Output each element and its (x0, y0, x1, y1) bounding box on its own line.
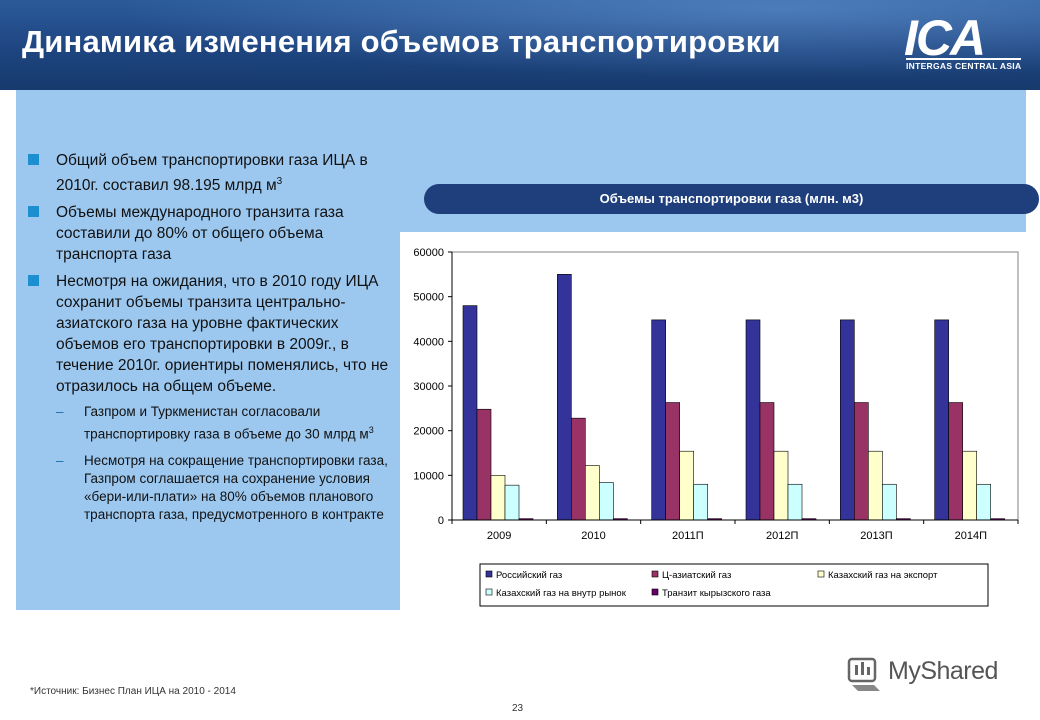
bar-chart: 0 10000 20000 30000 40000 50000 60000 2009 2010 2… (400, 232, 1026, 612)
legend-swatch (485, 588, 493, 596)
superscript: 3 (276, 176, 283, 187)
bar (854, 402, 869, 521)
legend-label: Российский газ (496, 570, 562, 581)
x-tick-label: 2014П (955, 530, 987, 542)
bar (868, 450, 883, 521)
bar (504, 484, 520, 521)
legend-swatch (485, 570, 493, 578)
bar (693, 483, 708, 521)
bar (599, 482, 614, 521)
bar (882, 483, 897, 521)
bar (787, 483, 803, 521)
page-number: 23 (512, 703, 524, 714)
bar (840, 319, 855, 521)
ica-logo: ICA INTERGAS CENTRAL ASIA (904, 10, 1022, 76)
bar (571, 417, 586, 521)
bullet-list: Общий объем транспортировки газа ИЦА в 2… (28, 150, 398, 532)
x-tick-label: 2011П (672, 530, 704, 542)
bar (934, 319, 949, 521)
watermark-text: MyShared (888, 657, 998, 685)
legend-label: Казахский газ на экспорт (828, 570, 938, 581)
bar (651, 319, 666, 521)
x-tick-label: 2009 (487, 530, 511, 542)
y-tick-label: 20000 (413, 426, 444, 438)
bar (462, 305, 478, 521)
watermark-icon (847, 657, 880, 691)
bullet-text: Общий объем транспортировки газа ИЦА в 2… (56, 152, 368, 195)
bar (976, 483, 991, 521)
chart-svg: 0 10000 20000 30000 40000 50000 60000 2009 2010 2… (400, 232, 1026, 612)
sub-bullet-text: Несмотря на сокращение транспортировки г… (84, 452, 388, 522)
source-footnote: *Источник: Бизнес План ИЦА на 2010 - 201… (30, 686, 236, 697)
logo-subtitle: INTERGAS CENTRAL ASIA (906, 58, 1022, 71)
dash-bullet: – (56, 404, 64, 420)
sub-bullet-item: – Газпром и Туркменистан согласовали тра… (28, 403, 398, 444)
legend-label: Казахский газ на внутр рынок (496, 588, 627, 599)
bar (962, 450, 977, 521)
myshared-watermark: MyShared (846, 655, 1016, 695)
square-bullet-icon (28, 275, 39, 287)
y-tick-label: 30000 (413, 381, 444, 393)
legend-swatch (651, 588, 659, 596)
y-tick-label: 0 (438, 515, 444, 527)
bar (476, 408, 492, 521)
legend-box (479, 563, 989, 607)
bar (557, 274, 572, 521)
x-tick-label: 2012П (766, 530, 798, 542)
legend-label: Транзит кырызского газа (662, 588, 771, 599)
bar (745, 319, 761, 521)
sub-bullet-text: Газпром и Туркменистан согласовали транс… (84, 404, 369, 442)
chart-heading-pill: Объемы транспортировки газа (млн. м3) (424, 184, 1039, 214)
legend-swatch (651, 570, 659, 578)
y-tick-label: 60000 (413, 247, 444, 259)
y-tick-label: 50000 (413, 292, 444, 304)
y-tick-label: 10000 (413, 470, 444, 482)
square-bullet-icon (28, 206, 39, 218)
bar (679, 450, 694, 521)
bar (773, 450, 789, 521)
legend-swatch (817, 570, 825, 578)
slide-title: Динамика изменения объемов транспортиров… (22, 24, 781, 59)
bullet-item: Объемы международного транзита газа сост… (28, 202, 398, 265)
logo-letters: ICA (904, 10, 986, 66)
superscript: 3 (368, 425, 374, 436)
bullet-text: Несмотря на ожидания, что в 2010 году ИЦ… (56, 273, 389, 396)
bar (585, 465, 600, 521)
slide-header: Динамика изменения объемов транспортиров… (0, 0, 1040, 90)
sub-bullet-item: – Несмотря на сокращение транспортировки… (28, 452, 398, 524)
square-bullet-icon (28, 154, 39, 165)
bar (948, 402, 963, 521)
dash-bullet: – (56, 452, 64, 468)
bar (759, 402, 775, 521)
bullet-item: Несмотря на ожидания, что в 2010 году ИЦ… (28, 271, 398, 397)
y-tick-label: 40000 (413, 336, 444, 348)
bar (665, 402, 680, 521)
bar (490, 475, 506, 521)
bullet-text: Объемы международного транзита газа сост… (56, 204, 344, 264)
bullet-item: Общий объем транспортировки газа ИЦА в 2… (28, 150, 398, 196)
legend-label: Ц-азиатский газ (662, 570, 731, 581)
x-tick-label: 2010 (581, 530, 605, 542)
plot-area (451, 251, 1019, 521)
x-tick-label: 2013П (860, 530, 892, 542)
header-glow (0, 0, 1040, 90)
